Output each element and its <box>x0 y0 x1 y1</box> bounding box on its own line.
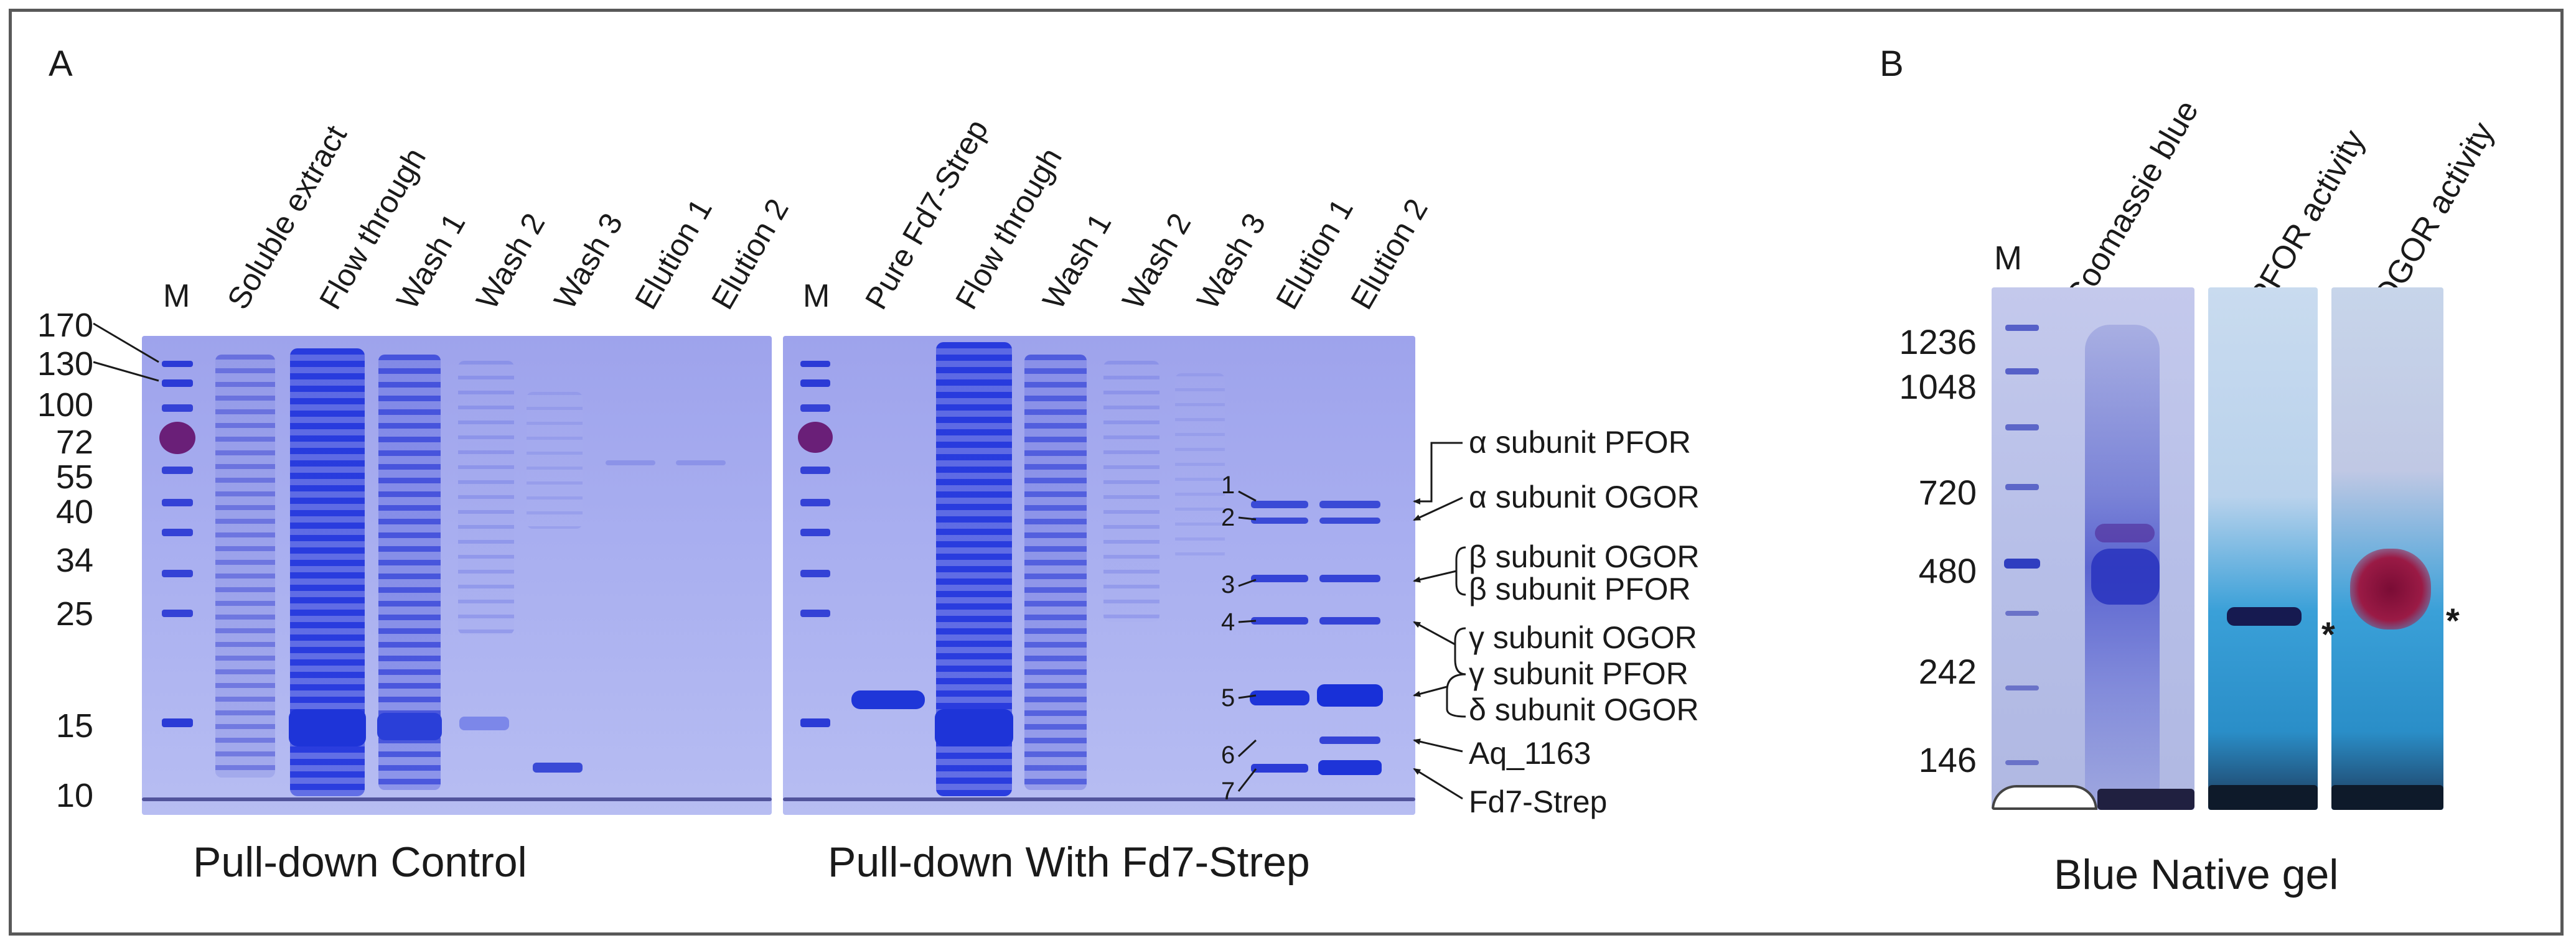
control-marker-label: M <box>163 278 190 314</box>
mw-label-10: 10 <box>55 777 93 814</box>
mw-label-15: 15 <box>55 707 93 745</box>
band-number-6: 6 <box>1221 741 1235 769</box>
band-label-aq1163: Aq_1163 <box>1469 736 1591 771</box>
mw-label-25: 25 <box>55 595 93 633</box>
figure-frame <box>9 9 2564 936</box>
fd7-marker-label: M <box>803 278 830 314</box>
mw-label-170: 170 <box>37 307 93 344</box>
bn-marker-label: M <box>1994 239 2022 277</box>
bn-mw-1236: 1236 <box>1899 322 1977 361</box>
band-label-alpha-pfor: α subunit PFOR <box>1469 425 1691 460</box>
ogor-asterisk: * <box>2446 601 2460 640</box>
band-number-2: 2 <box>1221 504 1235 531</box>
panel-a-letter: A <box>49 44 73 84</box>
band-number-7: 7 <box>1221 778 1235 805</box>
pfor-asterisk: * <box>2321 615 2335 654</box>
control-gel-image <box>142 336 772 815</box>
mw-label-40: 40 <box>55 493 93 531</box>
band-number-3: 3 <box>1221 571 1235 598</box>
band-label-gamma-pfor: γ subunit PFOR <box>1469 656 1688 691</box>
panel-b-letter: B <box>1880 44 1904 84</box>
mw-label-100: 100 <box>37 386 93 424</box>
band-number-4: 4 <box>1221 608 1235 636</box>
band-label-delta-ogor: δ subunit OGOR <box>1469 692 1699 727</box>
mw-label-55: 55 <box>55 458 93 496</box>
mw-label-34: 34 <box>55 542 93 579</box>
band-label-fd7-strep: Fd7-Strep <box>1469 784 1608 819</box>
mw-label-72: 72 <box>55 424 93 461</box>
fd7-caption: Pull-down With Fd7-Strep <box>828 839 1310 886</box>
bn-mw-146: 146 <box>1918 740 1977 779</box>
bn-mw-1048: 1048 <box>1899 367 1977 406</box>
band-label-gamma-ogor: γ subunit OGOR <box>1469 620 1697 655</box>
bn-coomassie-gel-image <box>1992 287 2194 810</box>
bn-ogor-activity-gel-image <box>2331 287 2443 810</box>
mw-label-130: 130 <box>37 345 93 383</box>
band-number-1: 1 <box>1221 472 1235 499</box>
bn-pfor-activity-gel-image <box>2208 287 2318 810</box>
band-label-beta-pfor: β subunit PFOR <box>1469 572 1691 606</box>
band-number-5: 5 <box>1221 684 1235 712</box>
bn-mw-480: 480 <box>1918 551 1977 590</box>
band-label-beta-ogor: β subunit OGOR <box>1469 539 1700 574</box>
fd7-gel-image <box>783 336 1415 815</box>
bn-caption: Blue Native gel <box>2054 851 2339 898</box>
bn-mw-242: 242 <box>1918 652 1977 691</box>
band-label-alpha-ogor: α subunit OGOR <box>1469 480 1700 514</box>
control-caption: Pull-down Control <box>193 839 527 886</box>
bn-mw-720: 720 <box>1918 473 1977 512</box>
